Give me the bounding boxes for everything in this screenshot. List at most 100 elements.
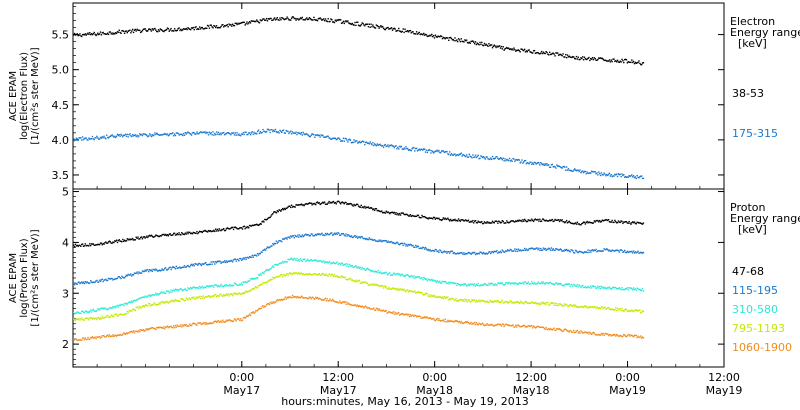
data-point [416,315,419,317]
data-point [255,277,257,279]
data-point [560,329,562,332]
data-point [612,175,614,177]
data-point [596,172,598,174]
x-tick-label: 0:00 [422,371,447,384]
data-point [446,321,448,323]
data-point [89,310,91,313]
data-point [266,128,269,131]
data-point [621,307,623,310]
data-point [604,332,606,335]
data-point [132,300,135,302]
data-point [383,272,386,274]
data-point [396,148,398,150]
data-point [423,215,426,218]
data-point [365,206,368,208]
data-point [231,23,234,25]
data-point [542,218,545,220]
data-point [281,260,284,263]
data-point [146,134,148,137]
data-point [626,335,629,337]
data-point [498,282,500,284]
data-point [307,259,310,262]
data-point [151,134,153,136]
data-point [221,295,223,297]
data-point [470,253,472,256]
data-point [533,219,536,221]
data-point [173,135,175,137]
data-point [318,273,320,275]
data-point [566,169,569,171]
data-point [177,233,179,236]
data-point [264,131,267,133]
data-point [141,305,144,307]
data-point [505,160,507,162]
data-point [446,252,448,254]
data-point [75,282,78,285]
data-point [363,267,365,270]
data-point [301,134,304,136]
data-point [264,305,266,307]
data-point [327,275,329,277]
data-point [155,292,157,294]
data-point [611,287,613,289]
data-point [259,223,262,225]
data-point [104,336,106,338]
data-point [188,325,190,327]
data-point [438,35,440,38]
data-point [179,300,181,302]
data-point [572,250,574,252]
data-point [241,228,244,230]
data-point [610,335,612,337]
data-point [628,174,630,177]
data-point [81,310,83,312]
data-point [236,284,238,286]
data-point [80,312,82,315]
data-point [460,152,462,154]
data-point [285,273,287,276]
data-point [131,274,134,276]
data-point [209,285,212,288]
data-point [622,60,624,62]
data-point [584,286,587,288]
data-point [534,162,537,164]
data-point [460,283,462,285]
data-point [381,310,384,312]
data-point [358,267,361,269]
data-point [540,301,543,304]
data-point [624,288,627,290]
data-point [439,35,441,38]
data-point [216,285,219,288]
data-point [316,201,319,203]
data-point [200,26,203,29]
data-point [563,285,565,287]
data-point [371,144,373,146]
data-point [86,311,88,314]
data-point [374,283,377,286]
data-point [131,133,134,136]
data-point [360,141,362,144]
data-point [124,240,127,242]
data-point [290,273,292,275]
data-point [151,235,153,237]
data-point [131,135,133,138]
data-point [183,134,186,136]
data-point [232,132,235,134]
data-point [148,295,150,297]
data-point [486,284,488,286]
data-point [275,212,278,214]
data-point [177,300,179,302]
data-point [143,133,145,135]
data-point [222,132,224,134]
data-point [497,157,499,160]
data-point [209,263,212,266]
data-point [353,266,355,268]
data-point [325,20,328,22]
data-point [282,274,285,276]
data-point [558,220,561,223]
data-point [223,321,226,323]
data-point [215,131,218,133]
data-point [198,133,200,135]
data-point [330,232,332,234]
data-point [525,220,528,223]
data-point [526,249,529,251]
